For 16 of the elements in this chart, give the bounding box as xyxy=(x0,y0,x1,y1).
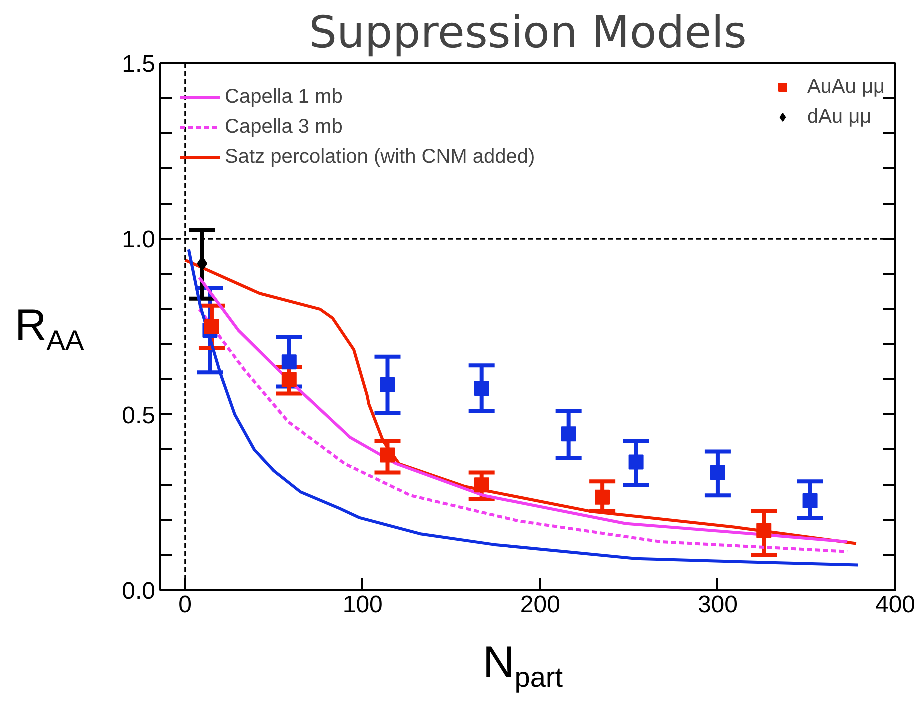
legend-label: AuAu μμ xyxy=(807,74,885,100)
legend-label: dAu μμ xyxy=(807,104,872,130)
x-axis-title: N$_{part}$ xyxy=(483,638,564,693)
legend-label: Satz percolation (with CNM added) xyxy=(225,144,536,170)
x-tick-label: 100 xyxy=(342,592,383,618)
legend-label: Capella 3 mb xyxy=(225,114,343,140)
x-tick-label: 0 xyxy=(178,592,192,618)
y-tick-label: 1.0 xyxy=(122,226,156,254)
y-tick-label: 0.0 xyxy=(122,578,156,605)
x-tick-label: 300 xyxy=(698,592,738,618)
legend-label: Capella 1 mb xyxy=(225,84,343,110)
chart-title: Suppression Models xyxy=(309,8,747,58)
y-tick-label: 0.5 xyxy=(122,402,156,430)
y-axis-title: R$_{AA}$ xyxy=(15,301,84,356)
x-tick-label: 200 xyxy=(520,592,560,618)
y-tick-label: 1.5 xyxy=(122,51,156,78)
